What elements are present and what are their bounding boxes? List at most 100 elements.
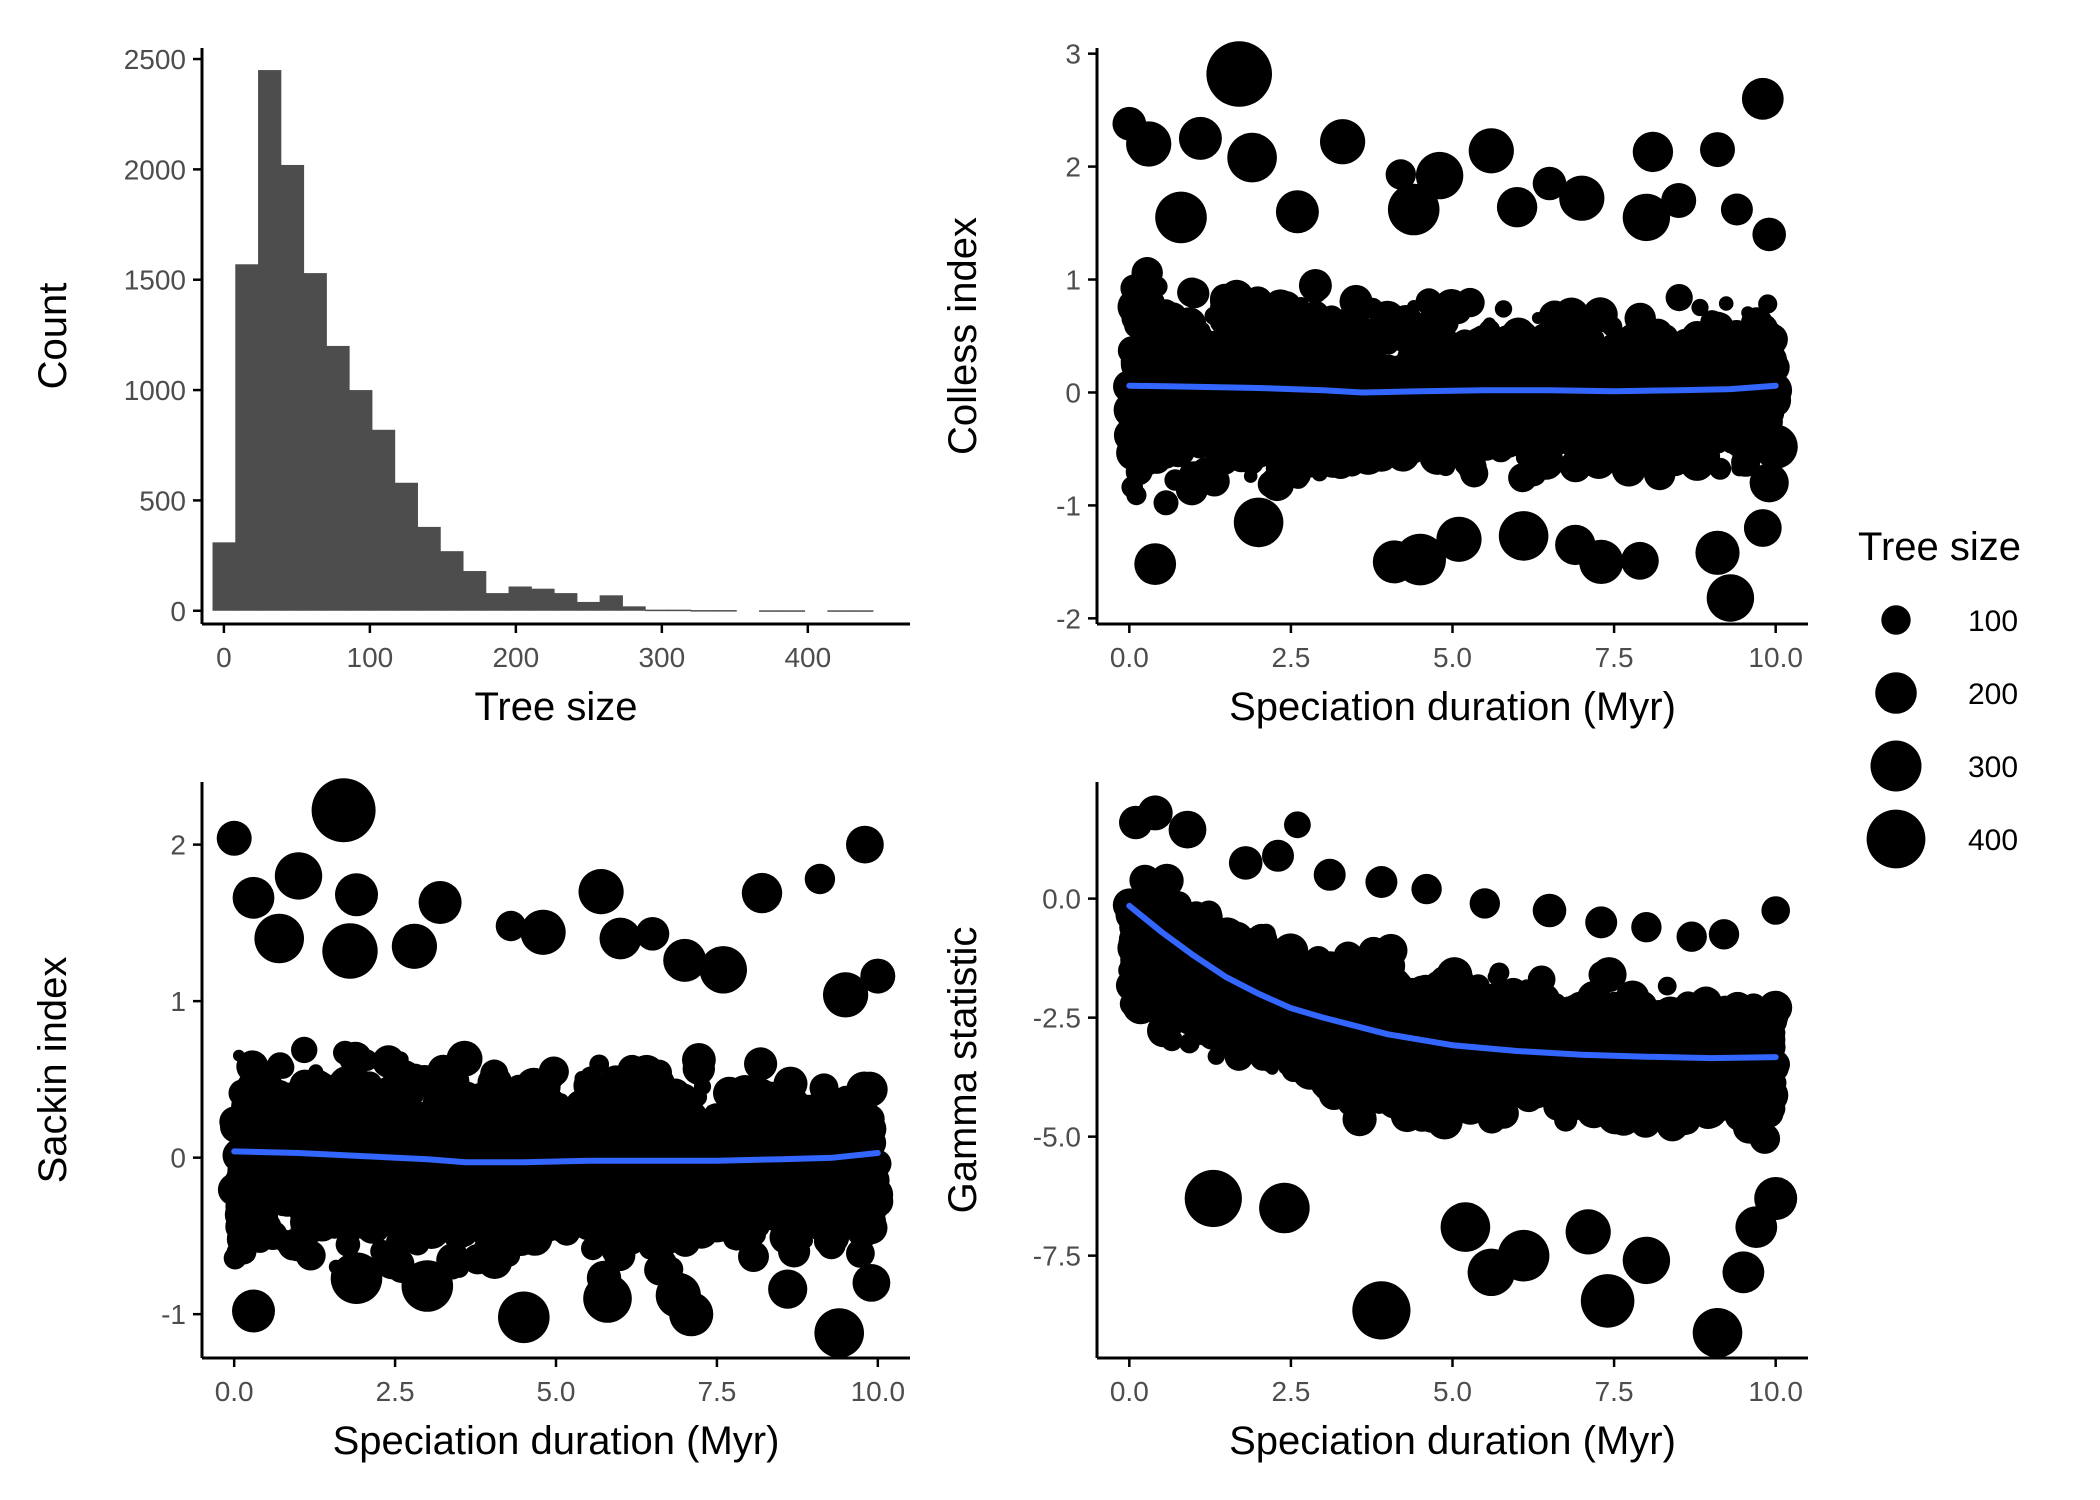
data-point [480, 1059, 509, 1088]
data-point [1179, 278, 1210, 309]
y-axis-title: Colless index [941, 217, 985, 455]
data-point [730, 1079, 755, 1104]
data-point [1753, 424, 1798, 469]
data-point [606, 1166, 641, 1201]
data-point [832, 1201, 856, 1226]
data-point [333, 1040, 358, 1065]
data-point [684, 1214, 719, 1249]
data-point [401, 1260, 454, 1312]
data-point [774, 1085, 805, 1116]
data-point [1136, 284, 1153, 301]
y-tick-label: 2500 [124, 44, 186, 75]
sackin-marks [216, 778, 896, 1358]
data-point [1118, 393, 1153, 427]
data-point [1611, 452, 1646, 487]
data-point [589, 1054, 610, 1075]
data-point [271, 1234, 288, 1250]
data-point [491, 1203, 521, 1233]
x-tick-label: 0.0 [1110, 642, 1149, 673]
data-point [1178, 116, 1222, 160]
data-point [428, 1229, 444, 1244]
data-point [722, 1108, 752, 1138]
data-point [1568, 447, 1598, 477]
data-point [1558, 347, 1593, 382]
data-point [1298, 269, 1332, 302]
data-point [332, 1139, 349, 1156]
data-point [1591, 330, 1605, 344]
data-point [498, 1291, 550, 1344]
data-point [310, 1104, 325, 1120]
data-point [811, 1115, 828, 1132]
data-point [447, 1121, 470, 1145]
data-point [635, 917, 670, 951]
histogram-bar [212, 542, 236, 611]
data-point [1385, 159, 1417, 190]
histogram-bar [508, 586, 532, 611]
data-point [1494, 300, 1513, 318]
data-point [1126, 485, 1147, 506]
histogram-bar [440, 551, 464, 611]
data-point [232, 1289, 275, 1333]
x-axis-title: Speciation duration (Myr) [333, 1419, 780, 1463]
data-point [1407, 300, 1421, 314]
data-point [1136, 354, 1161, 379]
data-point [1644, 433, 1668, 457]
gamma-marks [1112, 795, 1798, 1358]
histogram-bar [827, 610, 851, 612]
data-point [1317, 324, 1331, 338]
data-point [1622, 193, 1671, 242]
data-point [1700, 132, 1735, 168]
data-point [1476, 435, 1491, 450]
data-point [804, 863, 836, 895]
data-point [230, 1238, 257, 1265]
y-tick-label: 0 [170, 596, 186, 627]
data-point [1415, 401, 1440, 427]
data-point [1720, 193, 1753, 226]
data-point [1246, 424, 1279, 457]
data-point [1468, 128, 1514, 174]
gamma-point-band [1112, 863, 1793, 1154]
data-point [1527, 420, 1554, 448]
data-point [744, 1047, 778, 1081]
histogram-bar [713, 610, 737, 612]
histogram-bar [349, 390, 373, 611]
data-point [1436, 516, 1482, 562]
data-point [309, 1163, 333, 1188]
data-point [1224, 320, 1258, 354]
data-point [1138, 296, 1165, 323]
histogram-bar [622, 606, 646, 611]
y-tick-label: 0 [170, 1143, 186, 1174]
data-point [1489, 337, 1510, 358]
data-point [533, 1091, 552, 1111]
x-tick-label: 10.0 [1748, 642, 1803, 673]
data-point [1502, 389, 1523, 410]
data-point [751, 1178, 778, 1205]
data-point [375, 1158, 404, 1187]
x-tick-label: 5.0 [537, 1376, 576, 1407]
data-point [758, 1206, 772, 1220]
data-point [1332, 392, 1359, 419]
histogram-bar [850, 610, 874, 612]
data-point [1751, 399, 1775, 423]
data-point [1206, 41, 1272, 107]
data-point [438, 1099, 461, 1121]
y-tick-label: -2 [1056, 603, 1081, 634]
data-point [1579, 539, 1624, 585]
x-tick-label: 100 [347, 642, 394, 673]
data-point [1227, 132, 1277, 183]
histogram-bar [235, 264, 259, 611]
histogram-bar [645, 609, 669, 612]
data-point [382, 1115, 407, 1140]
smooth-line [231, 1148, 881, 1166]
data-point [669, 1292, 714, 1337]
data-point [1383, 446, 1404, 466]
data-point [593, 1228, 614, 1249]
data-point [1758, 294, 1778, 314]
data-point [396, 1203, 430, 1237]
data-point [798, 1101, 817, 1119]
data-point [379, 1055, 404, 1080]
data-point [273, 1173, 288, 1188]
y-tick-label: 0 [1065, 377, 1081, 408]
data-point [1752, 217, 1786, 252]
data-point [1263, 339, 1279, 355]
